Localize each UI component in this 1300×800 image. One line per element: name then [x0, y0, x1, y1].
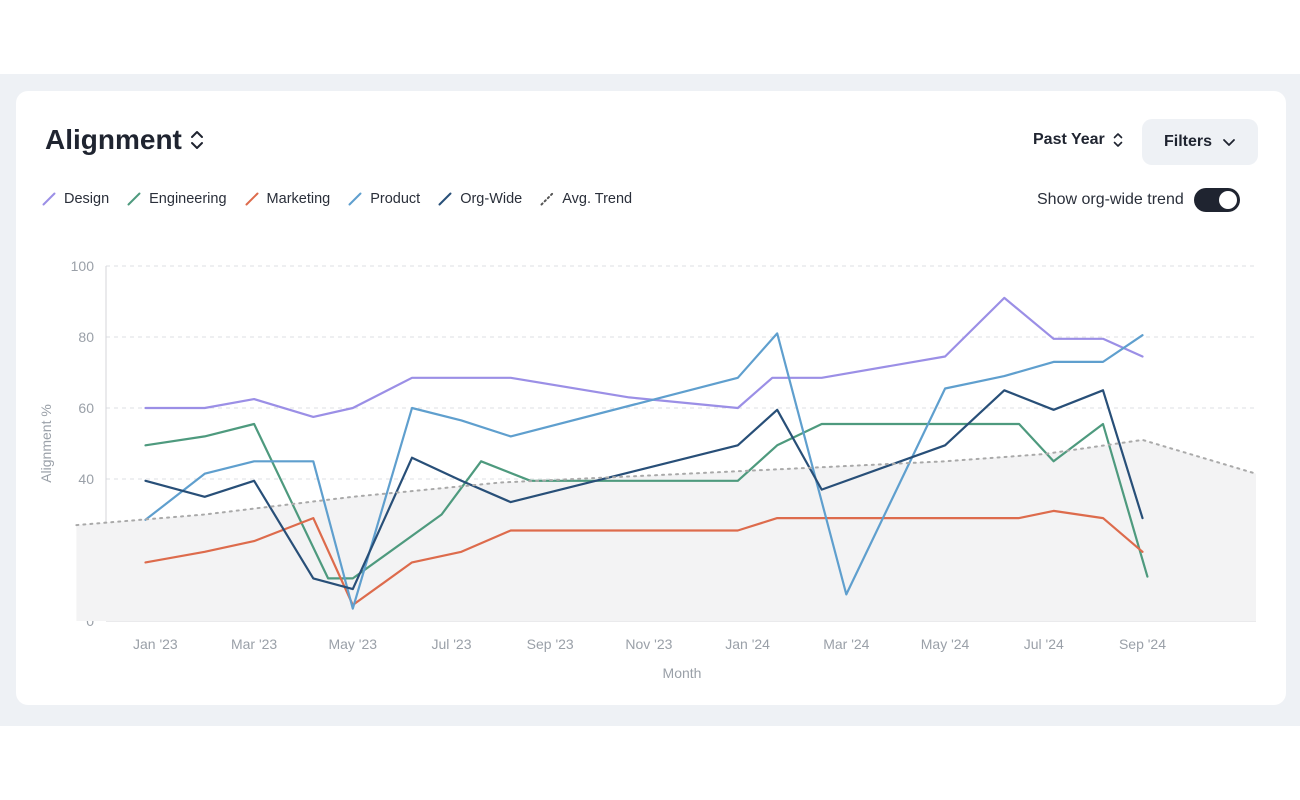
y-tick-label: 100 [71, 258, 95, 274]
legend-item-avg-trend[interactable]: Avg. Trend [540, 191, 632, 207]
chevron-up-down-icon [1113, 133, 1123, 147]
legend-label: Avg. Trend [562, 191, 633, 207]
legend-item-marketing[interactable]: Marketing [245, 191, 331, 207]
series-line-org-wide [144, 389, 1144, 591]
x-tick-label: Mar '23 [231, 636, 277, 652]
legend-label: Marketing [266, 191, 331, 207]
period-selector[interactable]: Past Year [1033, 131, 1123, 149]
x-tick-label: Sep '24 [1119, 636, 1166, 652]
y-tick-label: 40 [78, 471, 94, 487]
toggle-label: Show org-wide trend [1037, 191, 1184, 208]
chevron-up-down-icon [190, 131, 203, 149]
alignment-card: Alignment Past Year Filters Design Engine… [16, 91, 1286, 705]
series-line-design [144, 296, 1144, 418]
legend-item-engineering[interactable]: Engineering [127, 191, 227, 207]
x-tick-label: Nov '23 [625, 636, 672, 652]
x-tick-label: Jan '23 [133, 636, 178, 652]
legend-label: Design [64, 191, 110, 207]
page-title: Alignment [45, 124, 182, 155]
org-trend-toggle[interactable] [1193, 188, 1240, 212]
filters-label: Filters [1163, 133, 1212, 150]
series-line-marketing [144, 509, 1144, 607]
legend-swatch [127, 192, 141, 206]
y-tick-label: 60 [78, 400, 94, 416]
toggle-knob [1218, 191, 1237, 209]
legend-swatch [245, 192, 259, 206]
y-axis-title: Alignment % [38, 404, 54, 483]
chevron-down-icon [1223, 139, 1235, 146]
x-tick-label: Jan '24 [725, 636, 770, 652]
legend-item-product[interactable]: Product [348, 191, 420, 207]
x-tick-label: Jul '23 [431, 636, 471, 652]
metric-selector[interactable]: Alignment [45, 124, 204, 156]
x-tick-label: May '24 [921, 636, 970, 652]
x-axis-title: Month [663, 665, 702, 681]
y-tick-label: 80 [78, 329, 94, 345]
series-line-avg-trend [75, 438, 1257, 527]
x-tick-label: Sep '23 [527, 636, 574, 652]
x-tick-label: May '23 [328, 636, 377, 652]
legend-label: Product [370, 191, 421, 207]
x-tick-label: Mar '24 [823, 636, 869, 652]
legend-label: Engineering [149, 191, 227, 207]
legend-swatch [540, 192, 554, 206]
legend-item-design[interactable]: Design [42, 191, 109, 207]
legend-swatch [348, 192, 362, 206]
legend-item-org-wide[interactable]: Org-Wide [438, 191, 522, 207]
legend-label: Org-Wide [460, 191, 523, 207]
period-label: Past Year [1033, 131, 1105, 148]
legend-swatch [42, 192, 56, 206]
legend-swatch [438, 192, 452, 206]
x-tick-label: Jul '24 [1024, 636, 1064, 652]
series-line-product [144, 332, 1144, 610]
chart-legend: Design Engineering Marketing Product Org-Wid… [42, 191, 632, 207]
series-line-engineering [144, 422, 1149, 580]
filters-button[interactable]: Filters [1142, 119, 1258, 165]
org-trend-toggle-row: Show org-wide trend [1037, 188, 1240, 212]
